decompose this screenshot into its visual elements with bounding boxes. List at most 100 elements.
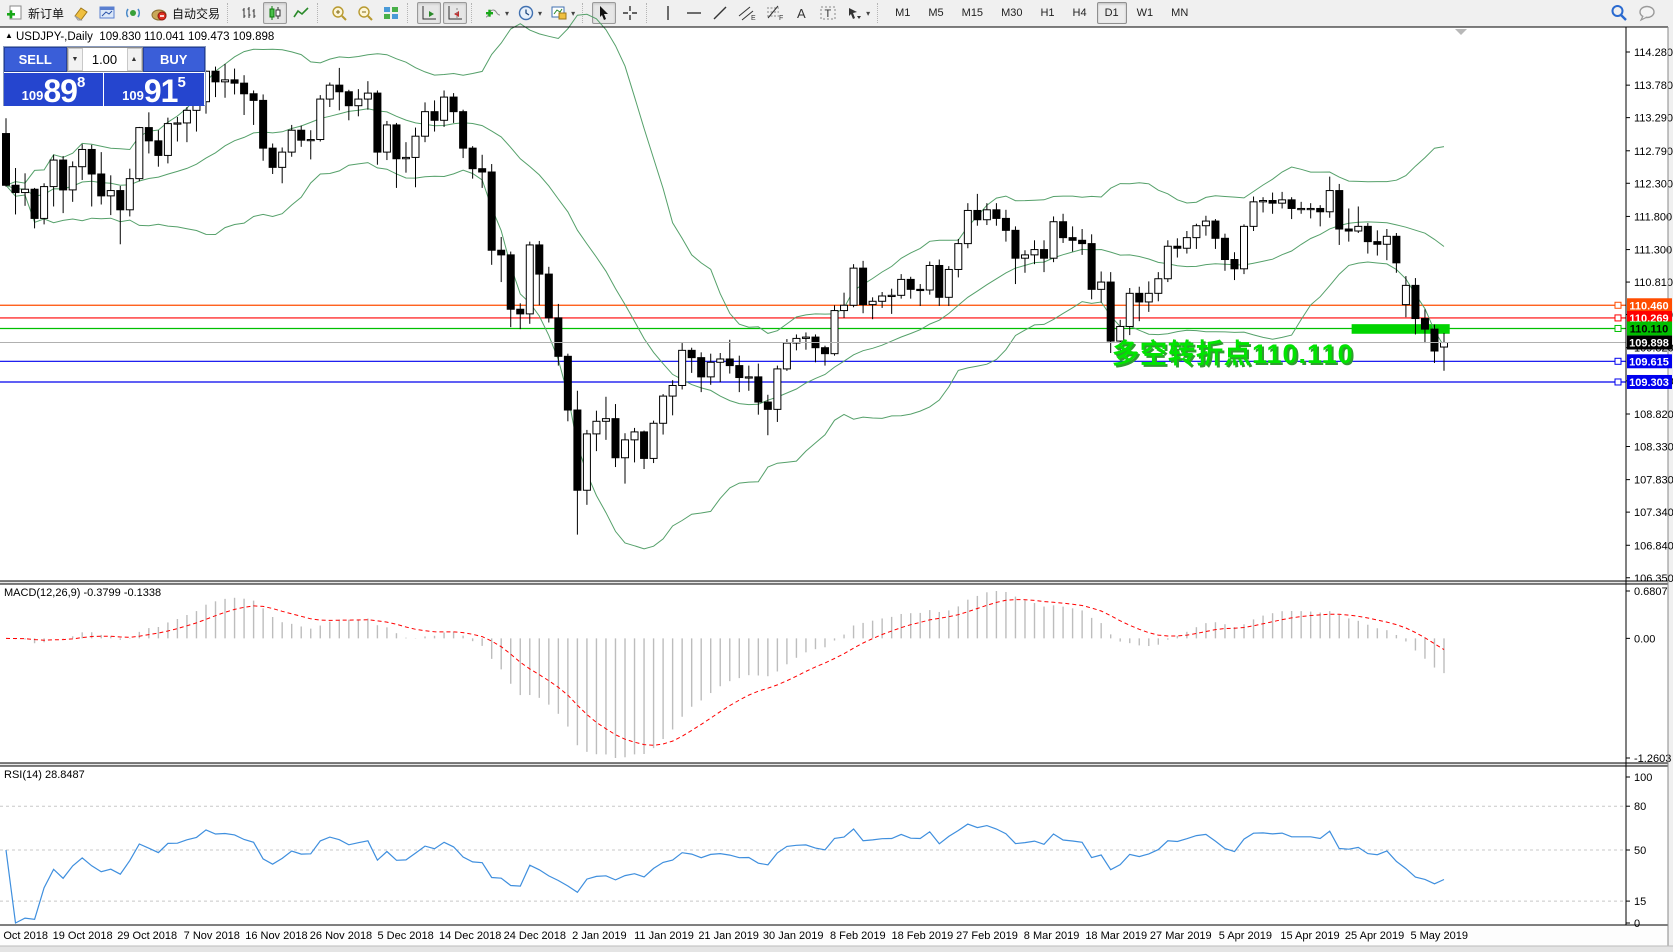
- templates-icon: [551, 6, 567, 20]
- equidistant-channel-button[interactable]: E: [734, 2, 760, 24]
- date-label: 11 Jan 2019: [634, 930, 694, 942]
- tile-windows-button[interactable]: [379, 2, 403, 24]
- indicators-button[interactable]: ▾: [481, 2, 512, 24]
- zoom-out-button[interactable]: [353, 2, 377, 24]
- periods-button[interactable]: ▾: [514, 2, 545, 24]
- auto-scroll-button[interactable]: [417, 2, 442, 24]
- rsi-panel: 100 80 50 15 0: [0, 772, 1652, 930]
- line-handle[interactable]: [1614, 314, 1622, 322]
- timeframe-mn[interactable]: MN: [1171, 7, 1189, 19]
- date-label: 7 Nov 2018: [184, 930, 240, 942]
- timeframe-w1[interactable]: W1: [1136, 7, 1154, 19]
- date-label: 18 Feb 2019: [892, 930, 954, 942]
- chat-button[interactable]: [1634, 2, 1662, 24]
- line-handle[interactable]: [1614, 301, 1622, 309]
- timeframe-m15[interactable]: M15: [961, 7, 984, 19]
- bb-upper-band: [5, 13, 1445, 334]
- svg-text:109.303: 109.303: [1629, 377, 1669, 389]
- volume-decrease-button[interactable]: ▼: [67, 48, 83, 71]
- timeframe-h1[interactable]: H1: [1040, 7, 1055, 19]
- dropdown-arrow-icon[interactable]: ▾: [866, 8, 871, 18]
- sell-price-sup: 8: [76, 74, 86, 91]
- buy-price-sup: 5: [177, 74, 186, 91]
- fibonacci-button[interactable]: F: [762, 2, 788, 24]
- zoom-in-button[interactable]: [327, 2, 351, 24]
- search-button[interactable]: [1606, 2, 1632, 24]
- date-label: 24 Dec 2018: [504, 930, 566, 942]
- text-a-icon: A: [797, 6, 806, 21]
- date-label: 5 Dec 2018: [377, 930, 433, 942]
- line-handle[interactable]: [1614, 324, 1622, 332]
- text-label-button[interactable]: T: [816, 2, 840, 24]
- svg-text:100: 100: [1634, 772, 1652, 784]
- line-handle[interactable]: [1614, 378, 1622, 386]
- candlestick-chart-button[interactable]: [263, 2, 288, 24]
- line-handle[interactable]: [1614, 357, 1622, 365]
- svg-text:50: 50: [1634, 845, 1646, 857]
- new-order-button[interactable]: 新订单: [3, 2, 67, 24]
- date-label: 5 May 2019: [1410, 930, 1467, 942]
- svg-text:112.300: 112.300: [1634, 178, 1673, 190]
- date-label: 27 Mar 2019: [1150, 930, 1212, 942]
- buy-price[interactable]: 109 91 5: [104, 73, 204, 107]
- date-label: 16 Nov 2018: [245, 930, 307, 942]
- timeframe-m5[interactable]: M5: [928, 7, 944, 19]
- timeframe-group: M1 M5 M15 M30 H1 H4 D1 W1 MN: [886, 2, 1197, 24]
- crosshair-button[interactable]: [618, 2, 642, 24]
- volume-stepper: ▼ ▲: [66, 47, 143, 72]
- price-badge: [1627, 374, 1672, 389]
- tile-windows-icon: [384, 7, 399, 19]
- sell-price[interactable]: 109 89 8: [4, 73, 104, 107]
- buy-button[interactable]: BUY: [142, 47, 205, 72]
- trendline-button[interactable]: [708, 2, 732, 24]
- timeframe-m30[interactable]: M30: [1001, 7, 1023, 19]
- market-watch-button[interactable]: [95, 2, 119, 24]
- date-label: 18 Mar 2019: [1085, 930, 1147, 942]
- timeframe-m1[interactable]: M1: [895, 7, 911, 19]
- one-click-collapse-arrow[interactable]: ▲: [5, 31, 13, 40]
- chart-shift-button[interactable]: [443, 2, 468, 24]
- autotrading-icon: [151, 9, 167, 21]
- arrows-button[interactable]: ▾: [842, 2, 873, 24]
- macd-signal-line: [5, 599, 1445, 746]
- svg-text:0: 0: [1634, 918, 1640, 930]
- toolbar-separator: [646, 3, 652, 23]
- svg-text:110.810: 110.810: [1634, 277, 1673, 289]
- rsi-line: [5, 823, 1445, 924]
- volume-increase-button[interactable]: ▲: [126, 48, 142, 71]
- templates-button[interactable]: ▾: [547, 2, 578, 24]
- timeframe-h4[interactable]: H4: [1072, 7, 1087, 19]
- svg-text:F: F: [779, 15, 783, 22]
- sell-button[interactable]: SELL: [4, 47, 67, 72]
- bar-chart-button[interactable]: [237, 2, 261, 24]
- horizontal-line-button[interactable]: [682, 2, 706, 24]
- clock-icon: [518, 5, 534, 21]
- price-badges: 110.460110.269110.110109.615109.303109.8…: [1627, 298, 1672, 389]
- signal-button[interactable]: [121, 2, 145, 24]
- time-axis: 10 Oct 2018 19 Oct 2018 29 Oct 2018 7 Nov 2…: [0, 930, 1468, 942]
- eraser-button[interactable]: [69, 2, 93, 24]
- green-highlight-box[interactable]: [1351, 324, 1450, 334]
- cursor-button[interactable]: [592, 2, 617, 24]
- signal-icon: [125, 8, 141, 18]
- rsi-indicator-label: RSI(14) 28.8487: [4, 769, 85, 781]
- vertical-line-button[interactable]: [656, 2, 680, 24]
- text-button[interactable]: A: [790, 2, 814, 24]
- vertical-line-icon: [667, 6, 669, 20]
- svg-text:108.820: 108.820: [1634, 409, 1673, 421]
- dropdown-arrow-icon[interactable]: ▾: [571, 8, 576, 18]
- dropdown-arrow-icon[interactable]: ▾: [505, 8, 510, 18]
- price-badge: [1627, 298, 1672, 313]
- svg-text:15: 15: [1634, 896, 1646, 908]
- line-chart-button[interactable]: [289, 2, 313, 24]
- volume-input[interactable]: [82, 48, 127, 71]
- timeframe-d1[interactable]: D1: [1096, 2, 1127, 24]
- autotrading-button[interactable]: 自动交易: [147, 2, 223, 24]
- zoom-in-icon: [332, 6, 347, 21]
- horizontal-line-icon: [687, 12, 702, 14]
- bar-chart-icon: [242, 7, 256, 18]
- candlesticks: [2, 63, 1448, 535]
- toolbar-right-group: [1605, 2, 1663, 24]
- dropdown-arrow-icon[interactable]: ▾: [538, 8, 543, 18]
